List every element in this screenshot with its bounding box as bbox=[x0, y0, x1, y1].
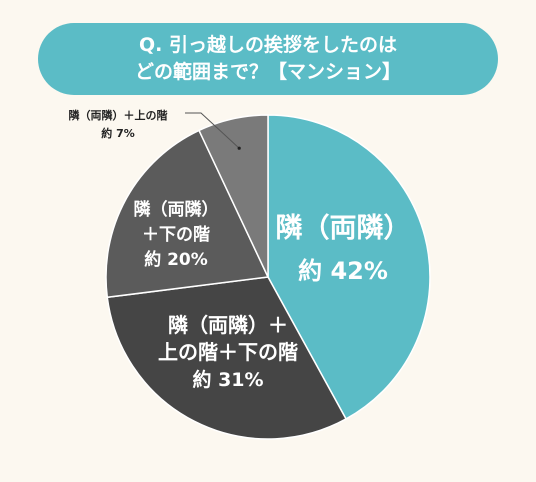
slice-label-3: 隣（両隣） ＋下の階約 20% bbox=[134, 199, 219, 270]
pie-slice-4 bbox=[198, 114, 269, 278]
title-line-2: どの範囲まで？【マンション】 bbox=[134, 61, 401, 83]
slice-label-1: 隣（両隣） 約 42% bbox=[276, 213, 411, 285]
slice-label-line: 隣（両隣）＋上の階 bbox=[69, 108, 168, 122]
pie-slice-1 bbox=[267, 114, 431, 420]
title-line-1: Q. 引っ越しの挨拶をしたのは bbox=[139, 34, 397, 56]
pie-slice-2 bbox=[106, 276, 348, 440]
title-banner: Q. 引っ越しの挨拶をしたのは どの範囲まで？【マンション】 bbox=[38, 23, 498, 95]
slice-label-4: 隣（両隣）＋上の階約 7% bbox=[69, 108, 168, 140]
slice-value-label: 約 7% bbox=[101, 126, 135, 140]
leader-line bbox=[185, 112, 240, 149]
pie-labels: 隣（両隣） 約 42% 隣（両隣）＋ 上の階＋下の階約 31% 隣（両隣） ＋下の階約 2… bbox=[69, 108, 411, 391]
slice-label-line: 隣（両隣） bbox=[276, 213, 411, 244]
slice-value-label: 約 20% bbox=[144, 249, 208, 270]
slice-label-line: 隣（両隣） bbox=[134, 199, 219, 220]
slice-value-label: 約 42% bbox=[298, 257, 388, 285]
pie-slice-3 bbox=[105, 129, 270, 299]
leader-dot bbox=[237, 146, 241, 150]
slice-label-2: 隣（両隣）＋ 上の階＋下の階約 31% bbox=[158, 313, 298, 391]
slice-label-line: 隣（両隣）＋ bbox=[168, 313, 288, 337]
slice-value-label: 約 31% bbox=[192, 368, 263, 391]
slice-label-line: 上の階＋下の階 bbox=[158, 340, 298, 364]
slice-label-line: ＋下の階 bbox=[142, 225, 210, 245]
pie-slices bbox=[105, 114, 431, 440]
